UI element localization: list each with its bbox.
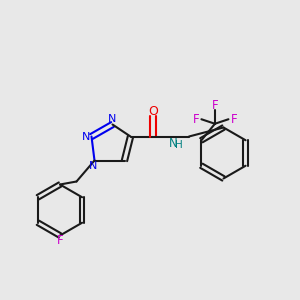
Text: H: H bbox=[175, 140, 183, 151]
Text: F: F bbox=[193, 113, 199, 126]
Text: N: N bbox=[82, 131, 90, 142]
Text: F: F bbox=[212, 99, 218, 112]
Text: N: N bbox=[108, 114, 117, 124]
Text: F: F bbox=[230, 113, 237, 126]
Text: N: N bbox=[169, 136, 178, 150]
Text: N: N bbox=[89, 161, 97, 171]
Text: F: F bbox=[57, 234, 63, 248]
Text: O: O bbox=[148, 105, 158, 119]
